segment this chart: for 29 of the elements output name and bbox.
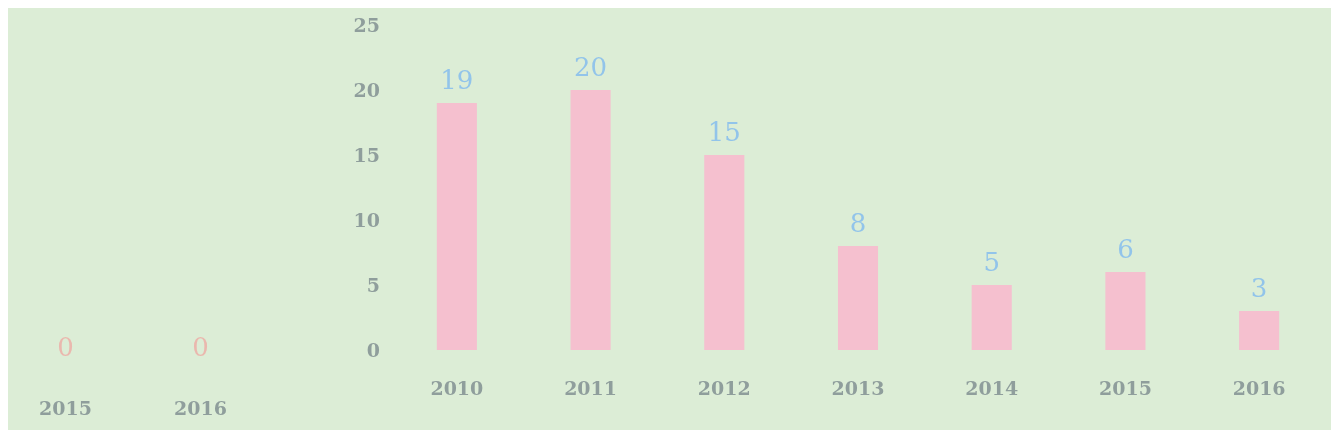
data-label: 6: [1117, 234, 1134, 264]
x-tick-label: 2011: [564, 377, 618, 399]
bar: [436, 103, 477, 350]
y-tick-label: 0: [366, 338, 380, 361]
bar: [1105, 272, 1146, 350]
bar: [971, 285, 1012, 350]
category-label: 2015: [39, 397, 92, 419]
x-tick-label: 2014: [965, 377, 1019, 399]
y-tick-label: 5: [366, 273, 380, 296]
x-tick-label: 2012: [697, 377, 751, 399]
y-tick-label: 20: [353, 78, 380, 101]
y-tick-label: 10: [353, 208, 380, 231]
y-tick-label: 15: [353, 143, 380, 166]
bar: [1239, 311, 1280, 350]
y-tick-label: 25: [353, 13, 380, 36]
x-tick-label: 2013: [831, 377, 885, 399]
data-label: 20: [574, 52, 608, 82]
data-label: 8: [849, 208, 867, 238]
bar: [570, 90, 611, 350]
data-label: 19: [440, 65, 474, 95]
data-label: 5: [983, 247, 1000, 277]
category-label: 2016: [174, 397, 227, 419]
data-label: 3: [1250, 273, 1268, 303]
x-tick-label: 2010: [430, 377, 484, 399]
x-tick-label: 2015: [1098, 377, 1152, 399]
bar: [837, 246, 879, 350]
bar: [704, 155, 745, 350]
x-tick-label: 2016: [1232, 377, 1286, 399]
data-label: 15: [707, 117, 741, 147]
